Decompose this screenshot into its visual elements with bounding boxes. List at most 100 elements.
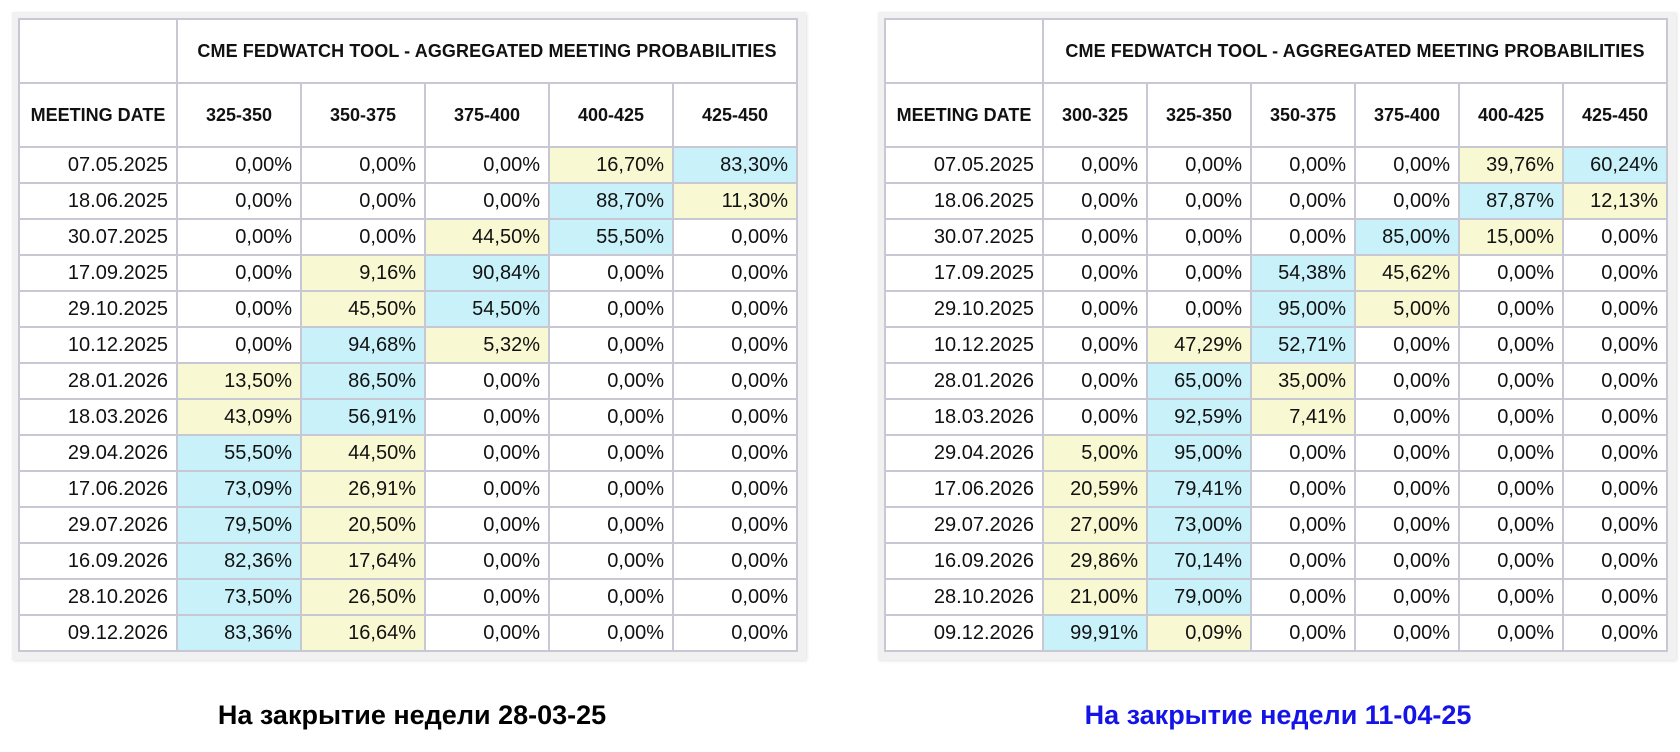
probability-cell: 54,38%: [1250, 254, 1356, 292]
probability-cell: 0,00%: [1354, 542, 1460, 580]
probability-cell: 0,00%: [672, 542, 798, 580]
probability-cell: 0,00%: [1562, 290, 1668, 328]
column-header: 400-425: [548, 82, 674, 148]
probability-cell: 79,50%: [176, 506, 302, 544]
probability-cell: 95,00%: [1146, 434, 1252, 472]
probability-cell: 0,00%: [1458, 614, 1564, 652]
table-row: 10.12.2025 0,00% 47,29% 52,71% 0,00% 0,00% 0,0…: [884, 326, 1668, 364]
probability-cell: 0,00%: [424, 434, 550, 472]
meeting-date-cell: 18.03.2026: [18, 398, 178, 436]
probability-cell: 13,50%: [176, 362, 302, 400]
probability-cell: 0,00%: [1354, 182, 1460, 220]
probability-cell: 0,00%: [548, 434, 674, 472]
probability-cell: 44,50%: [300, 434, 426, 472]
probability-cell: 0,00%: [548, 470, 674, 508]
table-row: 18.03.2026 0,00% 92,59% 7,41% 0,00% 0,00% 0,00…: [884, 398, 1668, 436]
meeting-date-cell: 16.09.2026: [18, 542, 178, 580]
meeting-date-cell: 17.06.2026: [884, 470, 1044, 508]
probability-cell: 45,50%: [300, 290, 426, 328]
corner-cell: [18, 18, 178, 84]
probability-cell: 86,50%: [300, 362, 426, 400]
probability-cell: 0,00%: [672, 398, 798, 436]
probability-cell: 0,00%: [1146, 146, 1252, 184]
meeting-date-cell: 17.09.2025: [884, 254, 1044, 292]
meeting-date-cell: 29.07.2026: [18, 506, 178, 544]
probability-cell: 0,00%: [1458, 290, 1564, 328]
probability-cell: 70,14%: [1146, 542, 1252, 580]
probability-cell: 0,00%: [1042, 182, 1148, 220]
meeting-date-cell: 29.04.2026: [18, 434, 178, 472]
meeting-date-cell: 10.12.2025: [884, 326, 1044, 364]
probability-cell: 92,59%: [1146, 398, 1252, 436]
probability-cell: 79,41%: [1146, 470, 1252, 508]
probability-cell: 0,00%: [672, 434, 798, 472]
probability-cell: 0,00%: [1042, 326, 1148, 364]
table-row: 30.07.2025 0,00% 0,00% 44,50% 55,50% 0,00%: [18, 218, 798, 256]
table-row: 07.05.2025 0,00% 0,00% 0,00% 16,70% 83,30%: [18, 146, 798, 184]
table-row: 18.06.2025 0,00% 0,00% 0,00% 0,00% 87,87% 12,1…: [884, 182, 1668, 220]
probability-cell: 0,00%: [176, 182, 302, 220]
probability-cell: 0,00%: [672, 362, 798, 400]
table-row: 28.01.2026 13,50% 86,50% 0,00% 0,00% 0,00%: [18, 362, 798, 400]
table-row: 10.12.2025 0,00% 94,68% 5,32% 0,00% 0,00%: [18, 326, 798, 364]
probability-cell: 0,00%: [1042, 362, 1148, 400]
table-row: 28.10.2026 21,00% 79,00% 0,00% 0,00% 0,00% 0,0…: [884, 578, 1668, 616]
meeting-date-cell: 28.10.2026: [18, 578, 178, 616]
probability-cell: 0,00%: [1562, 578, 1668, 616]
probability-cell: 0,00%: [424, 578, 550, 616]
probability-cell: 0,00%: [1250, 614, 1356, 652]
probability-cell: 5,32%: [424, 326, 550, 364]
meeting-date-cell: 18.06.2025: [884, 182, 1044, 220]
probability-cell: 60,24%: [1562, 146, 1668, 184]
probability-cell: 95,00%: [1250, 290, 1356, 328]
probability-cell: 0,00%: [1354, 326, 1460, 364]
meeting-date-header: MEETING DATE: [18, 82, 178, 148]
table-row: 18.03.2026 43,09% 56,91% 0,00% 0,00% 0,00%: [18, 398, 798, 436]
table-title: CME FEDWATCH TOOL - AGGREGATED MEETING P…: [176, 18, 798, 84]
meeting-date-cell: 16.09.2026: [884, 542, 1044, 580]
probability-cell: 0,00%: [672, 470, 798, 508]
probability-cell: 0,00%: [424, 398, 550, 436]
probability-cell: 0,00%: [1562, 470, 1668, 508]
meeting-date-cell: 29.10.2025: [18, 290, 178, 328]
probability-cell: 0,00%: [176, 254, 302, 292]
table-row: 29.10.2025 0,00% 45,50% 54,50% 0,00% 0,00%: [18, 290, 798, 328]
probability-cell: 21,00%: [1042, 578, 1148, 616]
probability-cell: 0,00%: [1458, 470, 1564, 508]
meeting-date-cell: 29.07.2026: [884, 506, 1044, 544]
probability-cell: 0,00%: [1354, 506, 1460, 544]
probability-cell: 0,00%: [548, 614, 674, 652]
probability-cell: 0,00%: [1250, 542, 1356, 580]
probability-cell: 0,00%: [1458, 578, 1564, 616]
probability-cell: 0,00%: [1250, 506, 1356, 544]
probability-cell: 0,00%: [548, 254, 674, 292]
probability-cell: 0,00%: [176, 290, 302, 328]
table-row: 30.07.2025 0,00% 0,00% 0,00% 85,00% 15,00% 0,0…: [884, 218, 1668, 256]
probability-cell: 55,50%: [176, 434, 302, 472]
column-header: 325-350: [176, 82, 302, 148]
table-row: 09.12.2026 83,36% 16,64% 0,00% 0,00% 0,00%: [18, 614, 798, 652]
probability-cell: 85,00%: [1354, 218, 1460, 256]
probability-cell: 0,00%: [424, 614, 550, 652]
probability-cell: 7,41%: [1250, 398, 1356, 436]
probability-cell: 90,84%: [424, 254, 550, 292]
probability-cell: 0,00%: [1562, 506, 1668, 544]
table-row: 16.09.2026 29,86% 70,14% 0,00% 0,00% 0,00% 0,0…: [884, 542, 1668, 580]
probability-cell: 0,00%: [1562, 542, 1668, 580]
table-row: 17.06.2026 73,09% 26,91% 0,00% 0,00% 0,00%: [18, 470, 798, 508]
meeting-date-header: MEETING DATE: [884, 82, 1044, 148]
meeting-date-cell: 07.05.2025: [18, 146, 178, 184]
probability-cell: 94,68%: [300, 326, 426, 364]
probability-cell: 15,00%: [1458, 218, 1564, 256]
meeting-date-cell: 09.12.2026: [18, 614, 178, 652]
probability-cell: 0,00%: [672, 218, 798, 256]
meeting-date-cell: 18.06.2025: [18, 182, 178, 220]
fedwatch-table-panel-right: CME FEDWATCH TOOL - AGGREGATED MEETING P…: [878, 12, 1676, 660]
table-row: 17.09.2025 0,00% 0,00% 54,38% 45,62% 0,00% 0,0…: [884, 254, 1668, 292]
probability-cell: 27,00%: [1042, 506, 1148, 544]
probability-cell: 0,00%: [424, 362, 550, 400]
meeting-date-cell: 29.10.2025: [884, 290, 1044, 328]
probability-cell: 0,00%: [1042, 290, 1148, 328]
probability-cell: 0,00%: [548, 326, 674, 364]
probability-cell: 0,00%: [300, 182, 426, 220]
